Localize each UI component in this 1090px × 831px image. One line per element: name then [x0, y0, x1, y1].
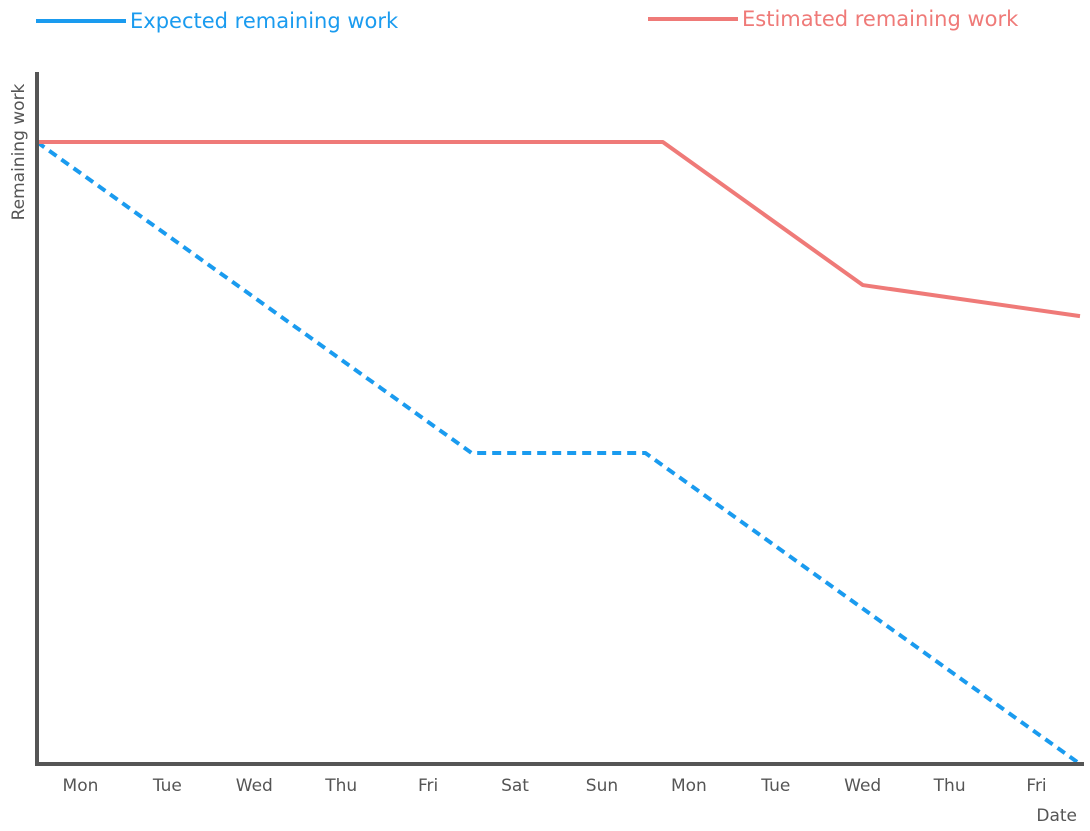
x-tick-label: Fri [418, 776, 438, 796]
x-tick-label: Sun [586, 776, 618, 796]
x-tick-label: Wed [844, 776, 881, 796]
x-tick-label: Tue [760, 776, 790, 796]
series-line-estimated [37, 140, 1081, 319]
legend: Expected remaining work Estimated remain… [0, 0, 1090, 50]
x-tick-label: Sat [501, 776, 529, 796]
legend-swatch-estimated [648, 17, 738, 21]
legend-item-expected: Expected remaining work [36, 9, 398, 33]
x-tick-label: Mon [63, 776, 99, 796]
x-tick-label: Mon [671, 776, 707, 796]
x-tick-label: Thu [933, 776, 966, 796]
legend-item-estimated: Estimated remaining work [648, 7, 1018, 31]
legend-label-expected: Expected remaining work [130, 9, 399, 33]
x-tick-label: Tue [152, 776, 182, 796]
x-tick-label: Wed [236, 776, 273, 796]
series-line-expected [35, 140, 1082, 766]
x-tick-label: Thu [324, 776, 357, 796]
x-axis-title: Date [1036, 806, 1077, 826]
y-axis-title: Remaining work [9, 83, 29, 220]
legend-label-estimated: Estimated remaining work [742, 7, 1019, 31]
plot-lines [35, 140, 1082, 766]
x-tick-label: Fri [1026, 776, 1046, 796]
x-tick-labels: Mon Tue Wed Thu Fri Sat Sun Mon Tue Wed Thu Fri [63, 776, 1047, 796]
legend-swatch-expected [36, 19, 126, 23]
